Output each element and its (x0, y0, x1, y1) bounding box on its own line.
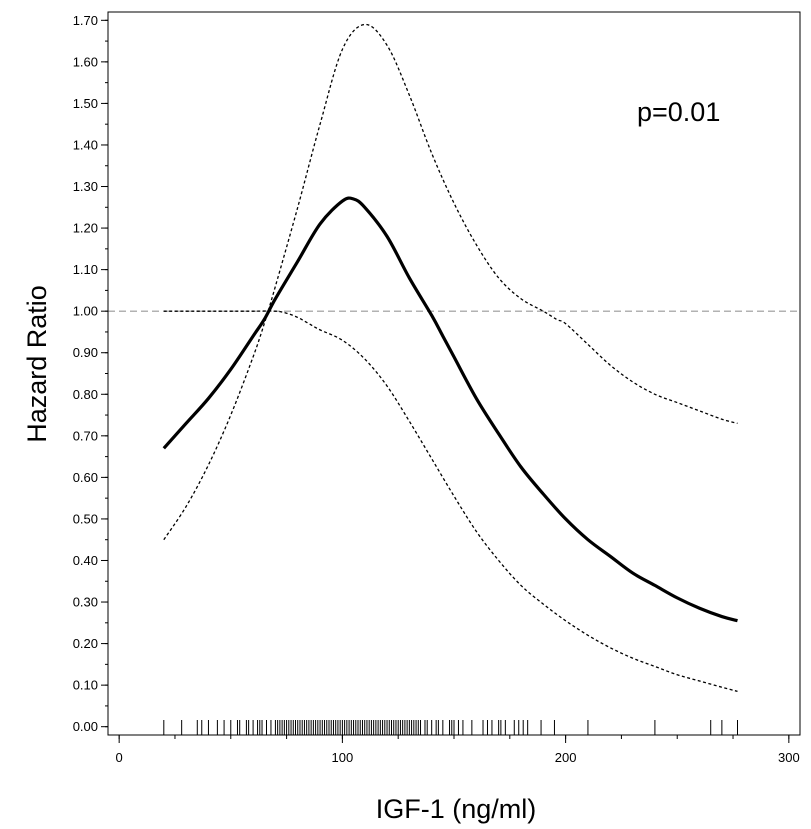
y-tick-label: 1.40 (73, 137, 98, 152)
lower-ci-curve (163, 310, 738, 692)
y-tick-label: 0.70 (73, 428, 98, 443)
hazard-ratio-curve (162, 196, 738, 623)
x-tick-label: 200 (555, 750, 577, 765)
y-tick-label: 0.50 (73, 511, 98, 526)
y-tick-label: 0.20 (73, 636, 98, 651)
y-tick-label: 0.10 (73, 678, 98, 693)
y-tick-label: 1.60 (73, 54, 98, 69)
p-value-annotation: p=0.01 (637, 97, 720, 127)
y-tick-label: 1.70 (73, 13, 98, 28)
y-tick-label: 0.30 (73, 595, 98, 610)
y-tick-label: 0.80 (73, 387, 98, 402)
y-tick-label: 1.10 (73, 262, 98, 277)
y-tick-label: 1.00 (73, 304, 98, 319)
upper-ci-curve (163, 23, 738, 541)
y-tick-label: 0.40 (73, 553, 98, 568)
x-tick-label: 0 (116, 750, 123, 765)
y-tick-label: 1.30 (73, 179, 98, 194)
y-tick-label: 1.20 (73, 221, 98, 236)
x-tick-label: 100 (332, 750, 354, 765)
y-tick-label: 0.90 (73, 345, 98, 360)
y-tick-label: 0.00 (73, 719, 98, 734)
x-axis-title: IGF-1 (ng/ml) (376, 794, 537, 824)
x-tick-label: 300 (778, 750, 800, 765)
y-axis-title: Hazard Ratio (22, 285, 52, 443)
y-tick-label: 0.60 (73, 470, 98, 485)
y-tick-label: 1.50 (73, 96, 98, 111)
